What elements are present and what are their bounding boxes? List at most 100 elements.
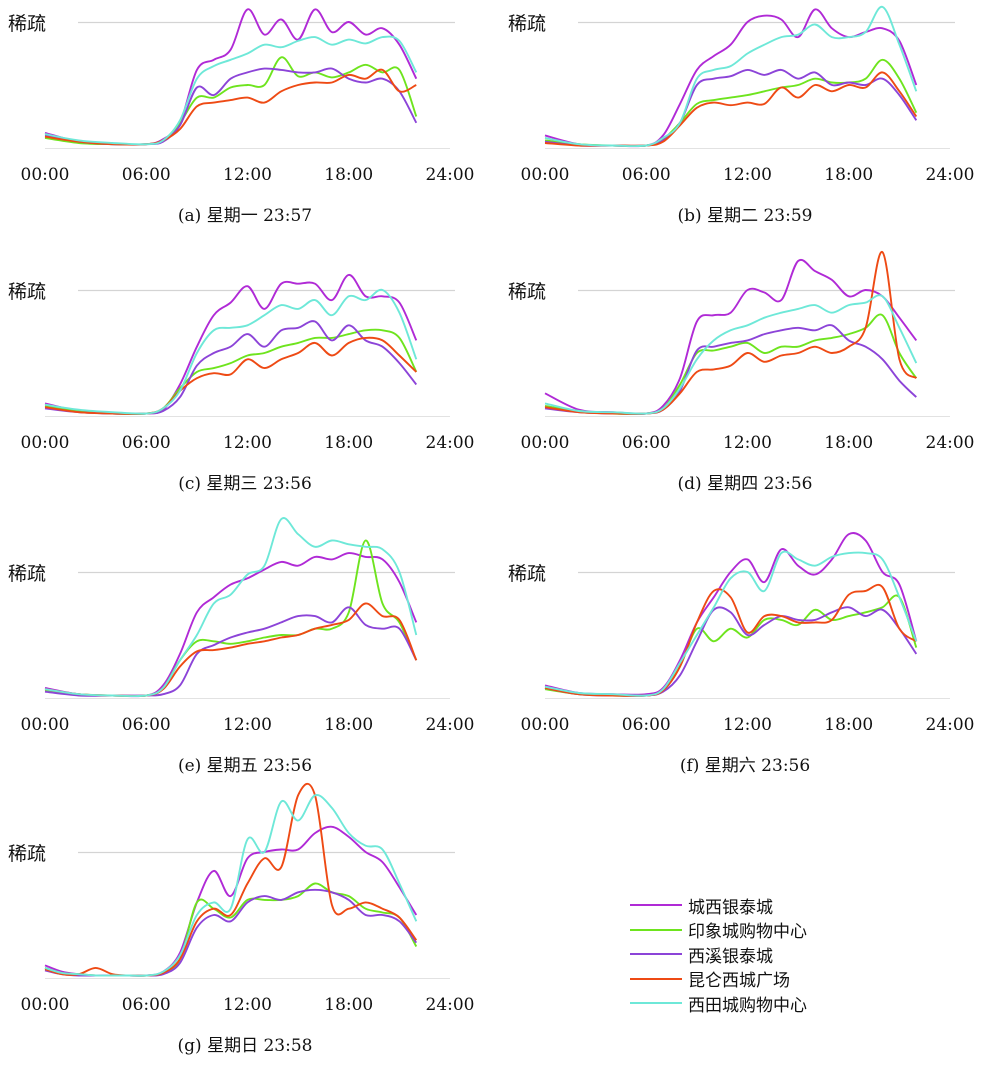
x-tick-label: 06:00 [621, 433, 671, 453]
x-tick-label: 12:00 [723, 433, 772, 453]
series-line [44, 288, 418, 415]
x-tick-label: 00:00 [20, 995, 70, 1015]
series-line [544, 58, 918, 147]
chart-panel: 稀疏 00:00 06:00 12:00 18:00 24:00 (d) 星期四 23:56 [500, 251, 1000, 508]
x-tick-label: 06:00 [121, 433, 171, 453]
y-axis-label: 稀疏 [508, 563, 547, 585]
series-line [44, 67, 418, 146]
legend-item: 城西银泰城 [630, 893, 807, 918]
series-line [44, 888, 418, 977]
series-line [44, 68, 417, 146]
series-line [44, 602, 418, 697]
legend-label: 昆仑西城广场 [688, 971, 790, 992]
series-line [544, 550, 918, 697]
chart-panel: 稀疏 00:00 06:00 12:00 18:00 24:00 (f) 星期六 23:56 [500, 532, 1000, 790]
y-axis-label: 稀疏 [8, 563, 47, 585]
series-line [44, 606, 418, 697]
x-tick-label: 18:00 [324, 995, 374, 1015]
series-line [44, 782, 418, 977]
x-tick-label: 24:00 [425, 433, 475, 453]
series-line [44, 273, 418, 415]
x-tick-label: 06:00 [121, 995, 171, 1015]
chart-panel: 稀疏 00:00 06:00 12:00 18:00 24:00 (c) 星期三 23:56 [0, 268, 500, 508]
x-tick-label: 24:00 [925, 715, 975, 735]
chart-plot [44, 517, 455, 699]
legend-swatch [630, 1002, 682, 1005]
legend-label: 西田城购物中心 [688, 995, 807, 1016]
chart-plot [544, 532, 955, 699]
x-tick-label: 12:00 [723, 165, 772, 185]
y-axis-label: 稀疏 [8, 281, 47, 303]
panel-caption: (a) 星期一 23:57 [177, 206, 313, 226]
panel-caption: (g) 星期日 23:58 [177, 1036, 313, 1056]
x-tick-label: 00:00 [20, 433, 70, 453]
chart-panel: 稀疏 00:00 06:00 12:00 18:00 24:00 (e) 星期五 23:56 [0, 517, 500, 790]
chart-panel: 稀疏 00:00 06:00 12:00 18:00 24:00 (g) 星期日 23:58 [0, 782, 500, 1070]
y-axis-label: 稀疏 [8, 843, 47, 865]
x-tick-label: 06:00 [121, 715, 171, 735]
series-line [544, 5, 918, 148]
series-line [44, 517, 418, 698]
series-line [44, 35, 418, 146]
x-tick-label: 12:00 [223, 433, 272, 453]
x-tick-label: 24:00 [925, 165, 975, 185]
legend-swatch [630, 953, 682, 956]
y-axis-label: 稀疏 [508, 281, 547, 303]
panel-caption: (b) 星期二 23:59 [677, 206, 813, 226]
legend-item: 西溪银泰城 [630, 942, 807, 967]
series-line [544, 294, 918, 415]
x-tick-label: 00:00 [520, 433, 570, 453]
x-tick-label: 12:00 [223, 995, 272, 1015]
legend-swatch [630, 904, 682, 907]
x-tick-label: 18:00 [324, 715, 374, 735]
series-line [44, 328, 418, 415]
x-tick-label: 12:00 [223, 165, 272, 185]
legend-item: 印象城购物中心 [630, 918, 807, 942]
chart-panel: 稀疏 00:00 06:00 12:00 18:00 24:00 (b) 星期二 23:59 [500, 0, 1000, 240]
legend-label: 城西银泰城 [688, 897, 773, 918]
series-line [544, 8, 918, 148]
x-tick-label: 18:00 [824, 165, 874, 185]
y-axis-label: 稀疏 [508, 13, 547, 35]
panel-caption: (c) 星期三 23:56 [178, 474, 312, 494]
x-tick-label: 18:00 [324, 433, 374, 453]
panel-caption: (e) 星期五 23:56 [177, 756, 313, 776]
series-line [44, 794, 418, 977]
panel-caption: (d) 星期四 23:56 [677, 474, 813, 494]
legend-item: 昆仑西城广场 [630, 967, 807, 992]
legend-label: 西溪银泰城 [688, 946, 773, 967]
chart-plot [544, 251, 955, 417]
y-axis-label: 稀疏 [8, 13, 47, 35]
series-line [544, 583, 917, 697]
series-line [44, 320, 418, 415]
chart-plot [44, 782, 455, 979]
x-tick-label: 00:00 [520, 715, 570, 735]
series-line [44, 552, 418, 698]
x-tick-label: 06:00 [621, 715, 671, 735]
series-line [44, 882, 418, 977]
legend-swatch [630, 928, 682, 931]
chart-plot [44, 273, 455, 417]
legend: 城西银泰城 印象城购物中心西溪银泰城昆仑西城广场 西田城购物中心 [630, 893, 807, 1016]
x-tick-label: 00:00 [20, 165, 70, 185]
x-tick-label: 24:00 [425, 715, 475, 735]
series-line [544, 251, 918, 415]
series-line [544, 606, 918, 697]
legend-item: 西田城购物中心 [630, 991, 807, 1016]
x-tick-label: 24:00 [425, 165, 475, 185]
x-tick-label: 18:00 [824, 433, 874, 453]
legend-swatch [630, 977, 682, 980]
x-tick-label: 24:00 [925, 433, 975, 453]
x-tick-label: 12:00 [723, 715, 772, 735]
x-tick-label: 24:00 [425, 995, 475, 1015]
series-line [544, 71, 918, 147]
panel-caption: (f) 星期六 23:56 [679, 756, 811, 776]
x-tick-label: 00:00 [520, 165, 570, 185]
series-line [44, 8, 418, 146]
x-tick-label: 06:00 [621, 165, 671, 185]
x-tick-label: 06:00 [121, 165, 171, 185]
series-line [44, 336, 417, 415]
chart-plot [44, 8, 455, 149]
series-line [44, 825, 418, 977]
series-line [544, 594, 918, 697]
